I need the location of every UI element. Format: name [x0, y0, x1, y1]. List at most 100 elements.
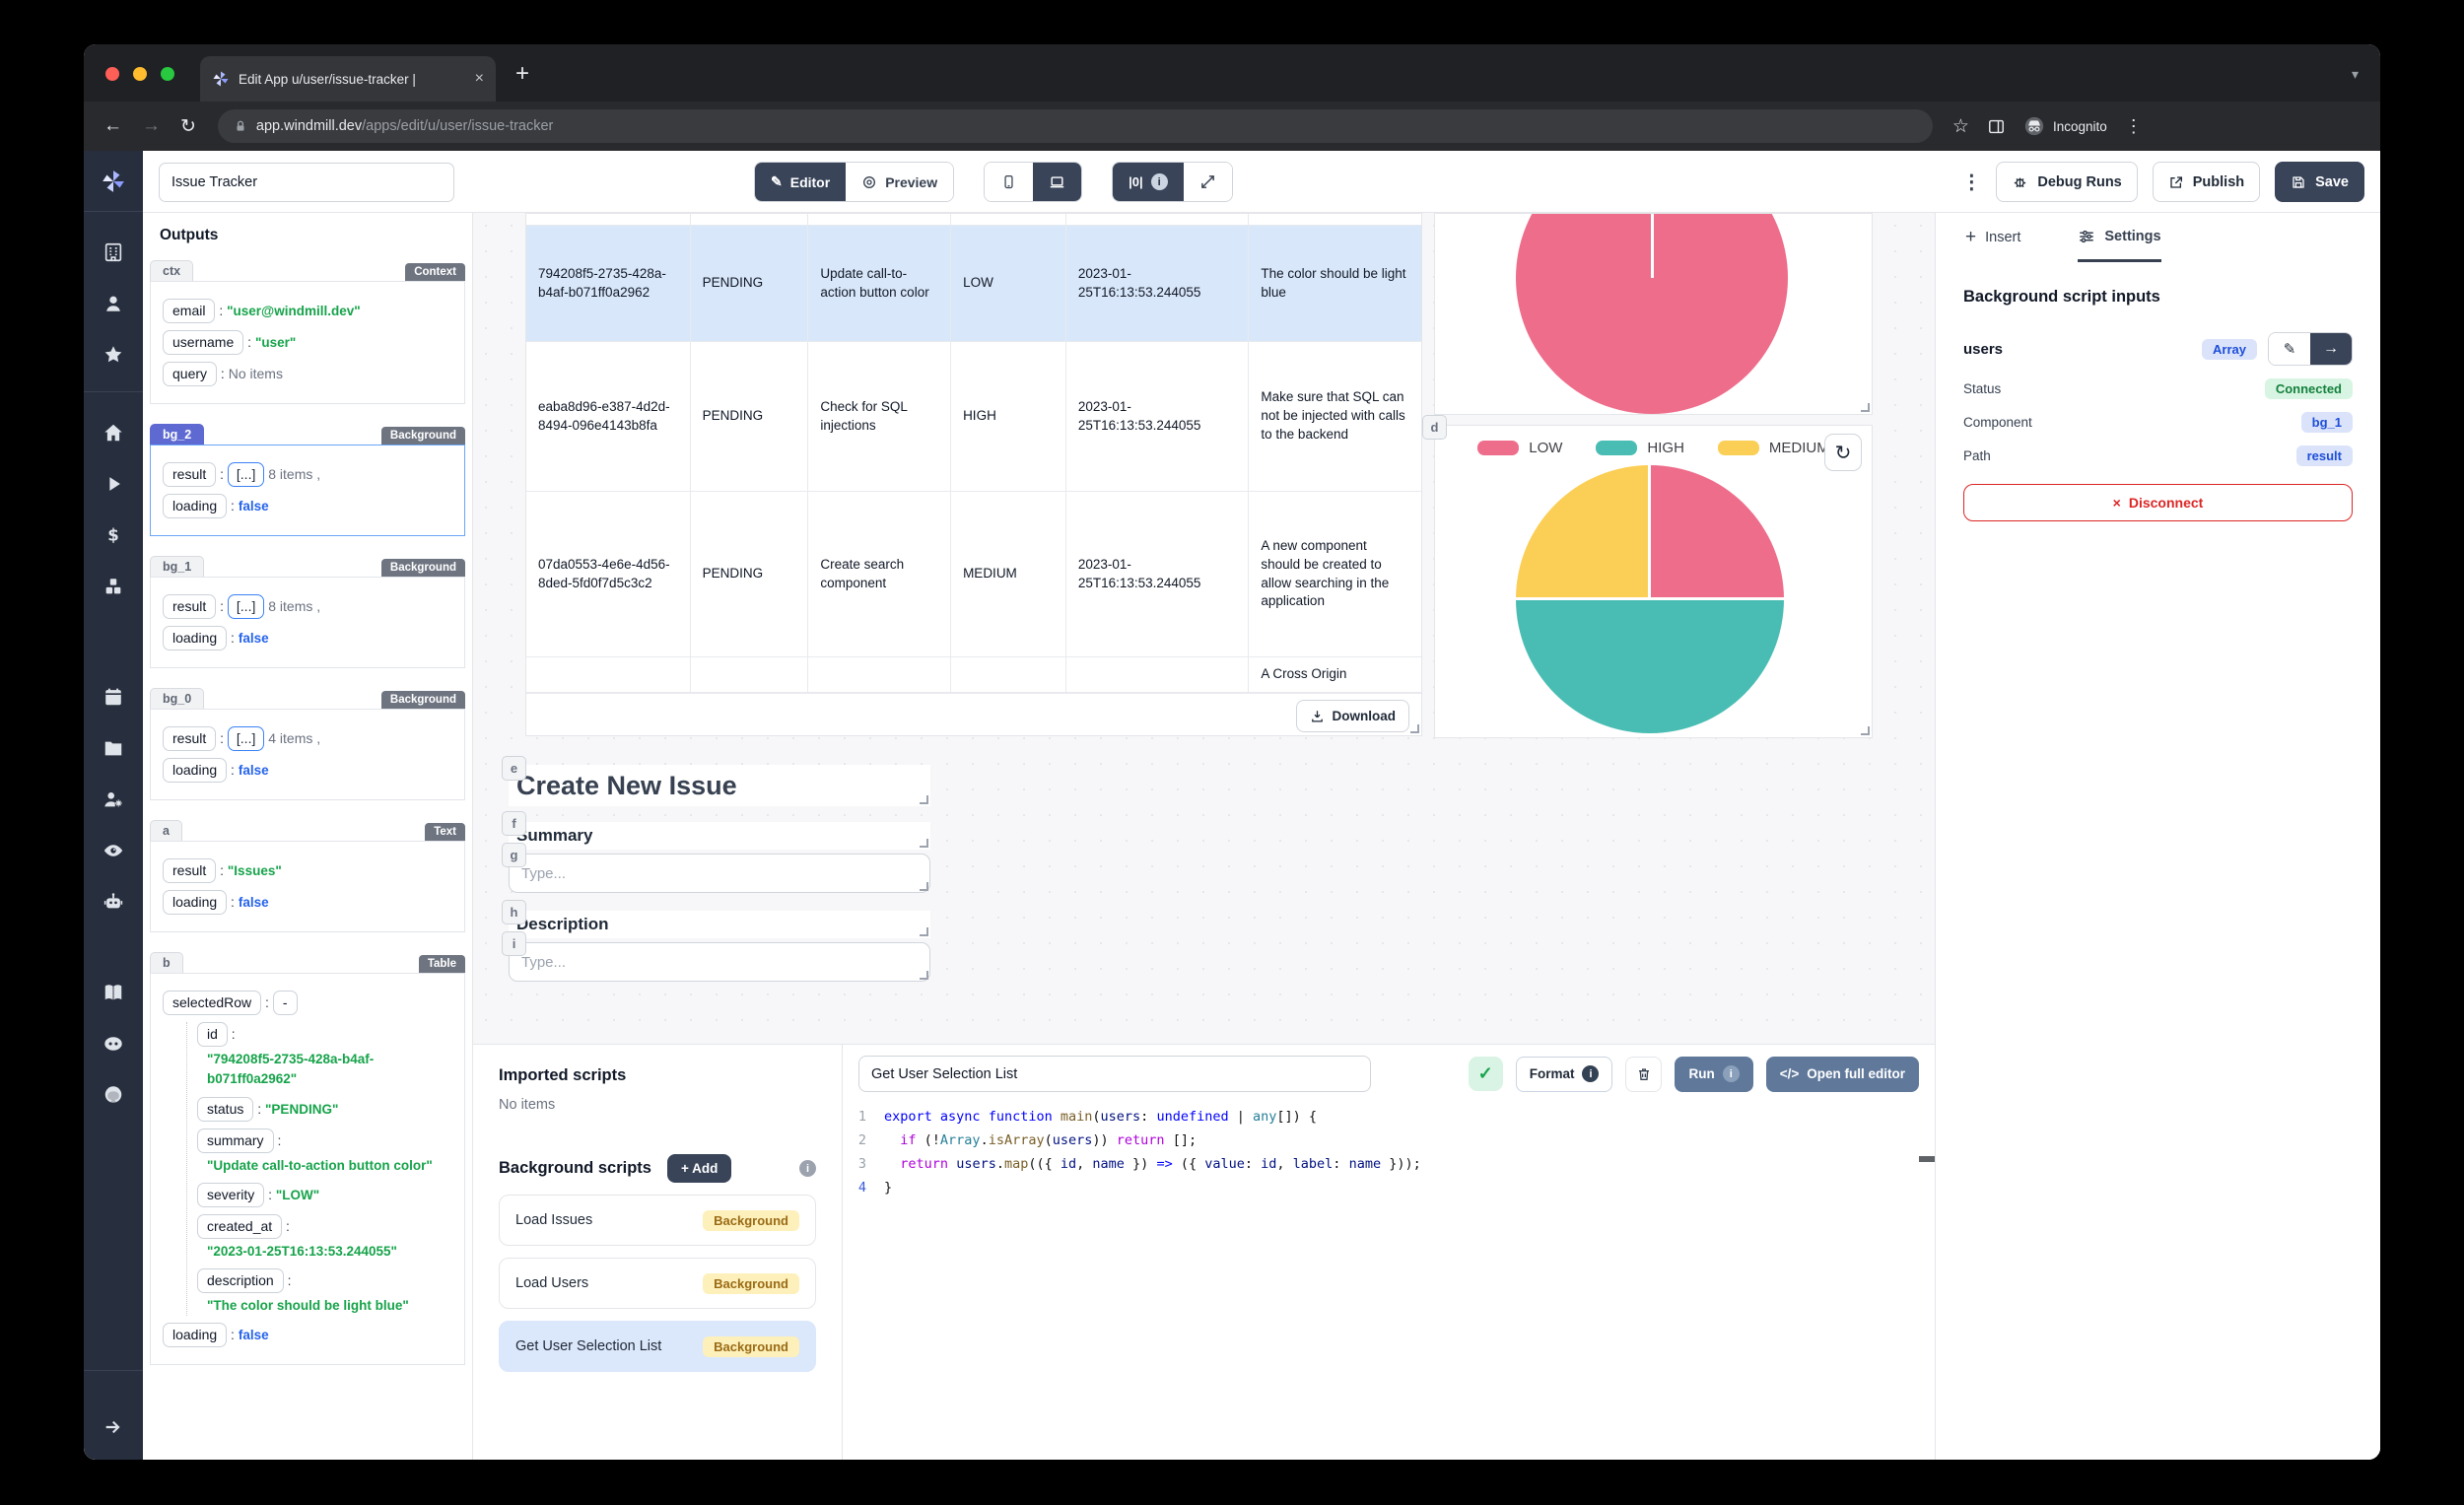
star-icon[interactable]: [103, 344, 124, 366]
output-key[interactable]: result: [163, 462, 217, 487]
tab-insert[interactable]: + Insert: [1965, 227, 2021, 247]
forward-icon[interactable]: →: [142, 115, 161, 136]
resize-handle[interactable]: [920, 839, 928, 848]
building-icon[interactable]: [103, 241, 124, 263]
folder-icon[interactable]: [103, 737, 124, 759]
output-key[interactable]: loading: [163, 494, 228, 518]
table-row[interactable]: A Cross Origin: [526, 657, 1421, 693]
delete-script-button[interactable]: [1625, 1056, 1663, 1092]
output-key[interactable]: loading: [163, 758, 228, 783]
output-key[interactable]: result: [163, 726, 217, 751]
table-row[interactable]: eaba8d96-e387-4d2d-8494-096e4143b8fa PEND…: [526, 342, 1421, 492]
summary-input[interactable]: [509, 854, 930, 893]
tab-close-icon[interactable]: ×: [474, 70, 484, 87]
table-row[interactable]: 794208f5-2735-428a-b4af-b071ff0a2962 PEND…: [526, 226, 1421, 342]
resize-handle[interactable]: [920, 971, 928, 980]
window-minimize-button[interactable]: [133, 67, 147, 81]
summary-label-component[interactable]: f Summary: [502, 811, 930, 850]
browser-menu-icon[interactable]: ⋮: [2124, 115, 2143, 136]
output-key[interactable]: summary: [197, 1128, 274, 1153]
publish-button[interactable]: Publish: [2152, 162, 2261, 202]
side-panel-icon[interactable]: [1987, 117, 2006, 136]
calendar-icon[interactable]: [103, 686, 124, 708]
output-key[interactable]: selectedRow: [163, 991, 262, 1015]
address-bar[interactable]: app.windmill.dev/apps/edit/u/user/issue-…: [217, 109, 1933, 143]
scrollbar-thumb[interactable]: [1919, 1156, 1935, 1162]
output-key[interactable]: result: [163, 858, 217, 883]
tab-search-chevron-icon[interactable]: ▾: [2351, 66, 2359, 82]
description-label-component[interactable]: h Description: [502, 900, 930, 938]
output-key[interactable]: result: [163, 594, 217, 619]
script-item[interactable]: Load Users Background: [499, 1258, 816, 1309]
user-cog-icon[interactable]: [103, 788, 124, 810]
refresh-chart-button[interactable]: ↻: [1824, 434, 1862, 471]
output-section-id[interactable]: bg_1: [150, 556, 205, 577]
download-button[interactable]: Download: [1295, 699, 1409, 732]
pie-chart-component-d[interactable]: d LOW HIGH MEDIUM ↻: [1422, 415, 1873, 738]
app-title-input[interactable]: [159, 163, 454, 202]
editor-mode-button[interactable]: ✎ Editor: [755, 163, 847, 201]
path-badge[interactable]: result: [2295, 445, 2353, 466]
reload-icon[interactable]: ↻: [180, 115, 196, 137]
resize-handle[interactable]: [920, 927, 928, 936]
legend-item[interactable]: HIGH: [1596, 440, 1684, 456]
array-expander[interactable]: [...]: [227, 726, 265, 751]
output-section-id[interactable]: a: [150, 820, 182, 841]
incognito-badge[interactable]: Incognito: [2023, 115, 2107, 137]
run-button[interactable]: Run i: [1675, 1056, 1753, 1092]
array-expander[interactable]: [...]: [227, 462, 265, 487]
output-section-id[interactable]: bg_2: [150, 424, 205, 445]
new-tab-button[interactable]: +: [515, 60, 530, 87]
format-button[interactable]: Format i: [1515, 1056, 1613, 1092]
debug-outputs-button[interactable]: |0| i: [1113, 163, 1184, 201]
script-item[interactable]: Load Issues Background: [499, 1195, 816, 1246]
legend-item[interactable]: LOW: [1477, 440, 1562, 456]
output-key[interactable]: loading: [163, 1323, 228, 1348]
window-zoom-button[interactable]: [161, 67, 174, 81]
open-full-editor-button[interactable]: </> Open full editor: [1765, 1056, 1919, 1092]
output-key[interactable]: severity: [197, 1182, 265, 1207]
user-icon[interactable]: [103, 293, 124, 314]
arrow-right-icon[interactable]: [103, 1416, 124, 1438]
resize-handle[interactable]: [1861, 403, 1870, 412]
home-icon[interactable]: [103, 422, 124, 444]
window-close-button[interactable]: [105, 67, 119, 81]
resize-handle[interactable]: [1410, 724, 1419, 733]
pie-chart-component-c[interactable]: [1434, 213, 1873, 415]
output-key[interactable]: email: [163, 299, 216, 323]
browser-tab[interactable]: Edit App u/user/issue-tracker | ×: [200, 56, 496, 102]
add-script-button[interactable]: + Add: [666, 1154, 732, 1183]
discord-icon[interactable]: [103, 1033, 124, 1055]
back-icon[interactable]: ←: [103, 115, 122, 136]
windmill-logo-icon[interactable]: [84, 151, 143, 212]
output-key[interactable]: loading: [163, 626, 228, 650]
output-key[interactable]: loading: [163, 890, 228, 915]
app-canvas[interactable]: 794208f5-2735-428a-b4af-b071ff0a2962 PEND…: [473, 213, 1935, 1044]
dollar-icon[interactable]: $: [103, 524, 124, 546]
connect-mode-button[interactable]: →: [2310, 333, 2352, 365]
eye-icon[interactable]: [103, 840, 124, 861]
array-expander[interactable]: [...]: [227, 594, 265, 619]
book-icon[interactable]: [103, 982, 124, 1003]
table-row[interactable]: 07da0553-4e6e-4d56-8ded-5fd0f7d5c3c2 PEND…: [526, 492, 1421, 657]
cubes-icon[interactable]: [103, 576, 124, 597]
resize-handle[interactable]: [1861, 726, 1870, 735]
bookmark-star-icon[interactable]: ☆: [1951, 115, 1969, 137]
script-item[interactable]: Get User Selection List Background: [499, 1321, 816, 1372]
save-button[interactable]: Save: [2275, 162, 2364, 202]
output-key[interactable]: query: [163, 362, 218, 386]
output-key[interactable]: username: [163, 330, 244, 355]
debug-runs-button[interactable]: Debug Runs: [1996, 162, 2138, 202]
static-edit-button[interactable]: ✎: [2269, 333, 2310, 365]
tab-settings[interactable]: Settings: [2078, 213, 2161, 262]
play-icon[interactable]: [103, 473, 124, 495]
disconnect-button[interactable]: × Disconnect: [1963, 484, 2353, 521]
output-section-id[interactable]: b: [150, 952, 183, 973]
component-badge[interactable]: bg_1: [2300, 412, 2353, 433]
output-key[interactable]: id: [197, 1022, 228, 1047]
code-editor[interactable]: 1 export async function main(users: undef…: [843, 1105, 1935, 1199]
robot-icon[interactable]: [103, 891, 124, 913]
output-key[interactable]: description: [197, 1268, 284, 1293]
more-menu-icon[interactable]: ⋮: [1961, 171, 1982, 193]
output-section-id[interactable]: bg_0: [150, 688, 205, 709]
